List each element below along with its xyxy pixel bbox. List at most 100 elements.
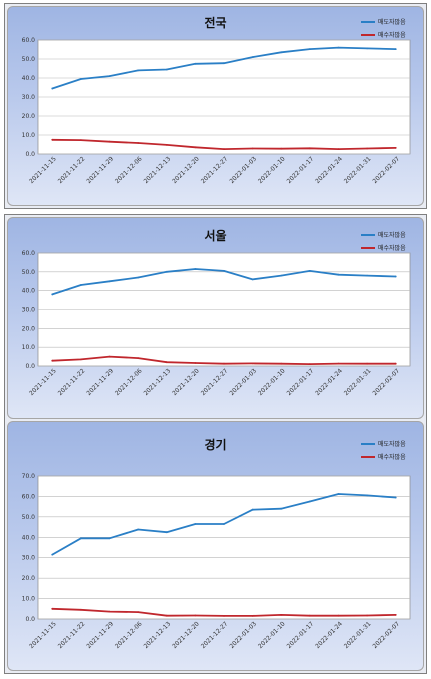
data-point-s1-11 <box>337 273 340 276</box>
chart-panel-seoul: 서울 매도자많음 매수자많음 0.0 10.0 20.0 30.0 40.0 50.0 60.0 2… <box>7 217 424 419</box>
data-point-s2-10 <box>308 614 311 617</box>
data-point-s1-12 <box>366 47 368 50</box>
x-tick-label: 2022-01-10 <box>257 620 287 650</box>
data-point-s2-4 <box>137 142 140 144</box>
y-tick-label: 0.0 <box>25 151 35 158</box>
data-point-s1-3 <box>108 280 111 283</box>
data-point-s2-7 <box>223 362 225 365</box>
data-point-s2-7 <box>223 615 225 617</box>
data-point-s2-1 <box>51 359 54 362</box>
data-point-s1-13 <box>394 496 397 499</box>
data-point-s2-8 <box>251 362 254 365</box>
data-point-s1-2 <box>80 537 82 540</box>
x-tick-label: 2021-12-06 <box>114 155 144 185</box>
data-point-s2-8 <box>251 615 254 617</box>
x-tick-label: 2021-12-27 <box>200 367 230 397</box>
data-point-s1-7 <box>223 270 225 272</box>
data-point-s1-9 <box>280 507 283 510</box>
data-point-s1-3 <box>108 75 111 77</box>
chart-panel-national: 전국 매도자많음 매수자많음 0.0 10.0 20.0 30.0 40.0 50.0 60.0 2… <box>7 6 424 206</box>
data-point-s1-8 <box>251 56 254 58</box>
data-point-s1-8 <box>251 508 254 511</box>
data-point-s1-6 <box>194 268 197 270</box>
data-point-s1-1 <box>51 87 54 90</box>
x-tick-label: 2021-12-27 <box>200 620 230 650</box>
data-point-s2-6 <box>194 362 197 364</box>
data-point-s1-1 <box>51 293 54 296</box>
data-point-s1-5 <box>165 531 168 534</box>
y-tick-label: 20.0 <box>22 113 36 120</box>
data-point-s1-2 <box>80 78 82 80</box>
data-point-s2-4 <box>137 357 140 359</box>
data-point-s1-9 <box>280 51 283 54</box>
legend-label-1: 매도자많음 <box>378 231 406 239</box>
chart-title: 서울 <box>204 228 226 243</box>
legend-label-2: 매수자많음 <box>378 31 406 39</box>
data-point-s1-10 <box>308 48 311 50</box>
y-tick-label: 40.0 <box>22 534 36 541</box>
data-point-s1-8 <box>251 278 254 281</box>
x-tick-label: 2021-11-22 <box>57 620 87 650</box>
y-tick-label: 10.0 <box>22 344 36 351</box>
x-tick-label: 2021-11-15 <box>28 620 58 650</box>
data-point-s2-11 <box>337 148 340 151</box>
y-tick-label: 60.0 <box>22 37 36 44</box>
data-point-s1-11 <box>337 46 340 49</box>
data-point-s2-1 <box>51 607 54 610</box>
x-tick-label: 2022-01-24 <box>314 367 344 397</box>
x-tick-label: 2022-01-17 <box>286 620 316 650</box>
x-tick-label: 2022-01-17 <box>286 367 316 397</box>
data-point-s2-10 <box>308 363 311 365</box>
y-tick-label: 30.0 <box>22 94 36 101</box>
x-tick-label: 2022-02-07 <box>371 620 401 650</box>
data-point-s1-4 <box>137 276 140 279</box>
x-tick-label: 2021-11-22 <box>57 367 87 397</box>
x-tick-label: 2021-11-22 <box>57 155 87 185</box>
x-tick-label: 2022-02-07 <box>371 367 401 397</box>
data-point-s2-6 <box>194 146 197 149</box>
data-point-s2-4 <box>137 611 140 613</box>
x-tick-label: 2021-11-29 <box>85 620 115 650</box>
data-point-s2-12 <box>366 362 368 365</box>
y-tick-label: 50.0 <box>22 56 36 63</box>
data-point-s2-13 <box>394 614 397 616</box>
x-tick-label: 2022-01-31 <box>343 620 373 650</box>
y-tick-label: 20.0 <box>22 575 36 582</box>
data-point-s2-9 <box>280 147 283 150</box>
x-tick-label: 2022-01-31 <box>343 367 373 397</box>
data-point-s1-7 <box>223 523 225 525</box>
chart-title: 전국 <box>204 15 226 30</box>
data-point-s1-2 <box>80 284 82 286</box>
data-point-s1-11 <box>337 493 340 495</box>
x-tick-label: 2022-01-31 <box>343 155 373 185</box>
data-point-s1-12 <box>366 274 368 277</box>
data-point-s1-13 <box>394 275 397 278</box>
x-tick-label: 2022-01-24 <box>314 620 344 650</box>
data-point-s2-1 <box>51 138 54 141</box>
x-tick-label: 2021-12-13 <box>143 620 173 650</box>
x-tick-label: 2021-12-20 <box>171 367 201 397</box>
bottom-chart-frame: 서울 매도자많음 매수자많음 0.0 10.0 20.0 30.0 40.0 50.0 60.0 2… <box>4 214 427 674</box>
data-point-s1-12 <box>366 494 368 497</box>
data-point-s1-6 <box>194 62 197 65</box>
y-tick-label: 0.0 <box>25 363 35 370</box>
top-chart-frame: 전국 매도자많음 매수자많음 0.0 10.0 20.0 30.0 40.0 50.0 60.0 2… <box>4 3 427 209</box>
data-point-s2-5 <box>165 144 168 146</box>
x-tick-label: 2022-01-17 <box>286 155 316 185</box>
x-tick-label: 2021-12-13 <box>143 367 173 397</box>
x-tick-label: 2021-12-06 <box>114 620 144 650</box>
x-tick-label: 2022-01-03 <box>228 367 258 397</box>
data-point-s2-2 <box>80 358 82 361</box>
data-point-s1-5 <box>165 68 168 71</box>
data-point-s1-10 <box>308 270 311 272</box>
x-tick-label: 2022-01-24 <box>314 155 344 185</box>
x-tick-label: 2021-11-29 <box>85 367 115 397</box>
data-point-s1-1 <box>51 553 54 556</box>
data-point-s2-12 <box>366 147 368 150</box>
data-point-s2-3 <box>108 610 111 613</box>
data-point-s1-7 <box>223 62 225 65</box>
y-tick-label: 40.0 <box>22 75 36 82</box>
x-tick-label: 2021-11-15 <box>28 367 58 397</box>
data-point-s2-3 <box>108 355 111 358</box>
